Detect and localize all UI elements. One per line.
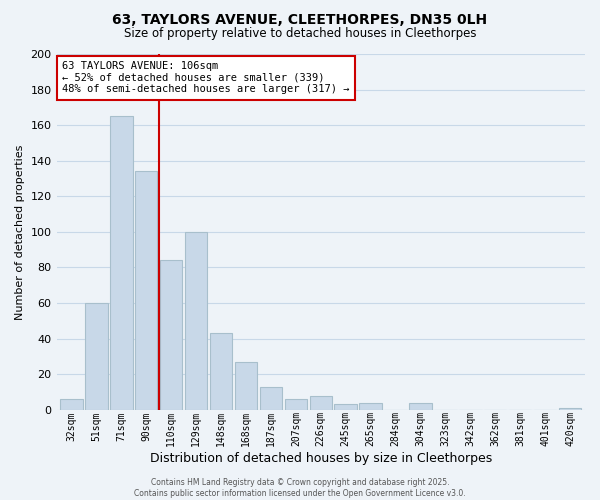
Bar	[359, 402, 382, 410]
Bar	[60, 399, 83, 410]
Bar	[334, 404, 357, 410]
Bar	[559, 408, 581, 410]
Y-axis label: Number of detached properties: Number of detached properties	[15, 144, 25, 320]
Bar	[160, 260, 182, 410]
Text: Size of property relative to detached houses in Cleethorpes: Size of property relative to detached ho…	[124, 28, 476, 40]
Bar	[260, 386, 282, 410]
Bar	[284, 399, 307, 410]
Bar	[185, 232, 208, 410]
Bar	[235, 362, 257, 410]
Text: 63 TAYLORS AVENUE: 106sqm
← 52% of detached houses are smaller (339)
48% of semi: 63 TAYLORS AVENUE: 106sqm ← 52% of detac…	[62, 61, 349, 94]
Bar	[110, 116, 133, 410]
Bar	[85, 303, 107, 410]
Text: Contains HM Land Registry data © Crown copyright and database right 2025.
Contai: Contains HM Land Registry data © Crown c…	[134, 478, 466, 498]
Bar	[409, 402, 431, 410]
Text: 63, TAYLORS AVENUE, CLEETHORPES, DN35 0LH: 63, TAYLORS AVENUE, CLEETHORPES, DN35 0L…	[112, 12, 488, 26]
Bar	[310, 396, 332, 410]
Bar	[135, 172, 157, 410]
Bar	[210, 334, 232, 410]
X-axis label: Distribution of detached houses by size in Cleethorpes: Distribution of detached houses by size …	[149, 452, 492, 465]
